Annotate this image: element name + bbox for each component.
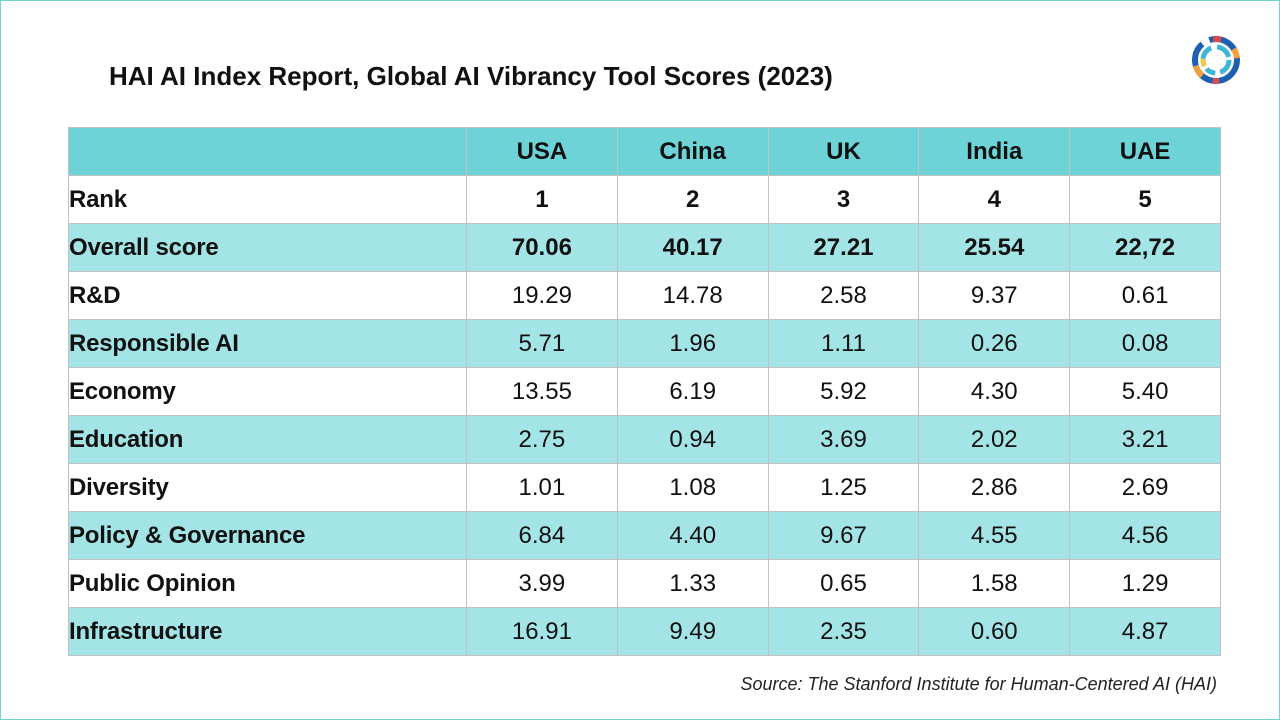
- table-cell: 5.92: [767, 367, 920, 416]
- table-cell: 13.55: [466, 367, 618, 416]
- row-label: Public Opinion: [68, 559, 467, 608]
- table-cell: 1.58: [918, 559, 1071, 608]
- column-header: China: [616, 127, 769, 176]
- table-cell: 2.86: [918, 463, 1071, 512]
- table-cell: 6.84: [466, 511, 618, 560]
- table-cell: 4.30: [918, 367, 1071, 416]
- scores-table: USA China UK India UAE Rank 1 2 3 4 5 Ov…: [68, 127, 1221, 656]
- table-cell: 2: [616, 175, 769, 224]
- row-label: Diversity: [68, 463, 467, 512]
- table-cell: 1.33: [616, 559, 769, 608]
- table-cell: 0.94: [616, 415, 769, 464]
- table-row: Rank 1 2 3 4 5: [68, 175, 1221, 224]
- table-cell: 4: [918, 175, 1071, 224]
- table-row: Education 2.75 0.94 3.69 2.02 3.21: [68, 415, 1221, 464]
- row-label: Rank: [68, 175, 467, 224]
- table-cell: 0.26: [918, 319, 1071, 368]
- table-cell: 1.96: [616, 319, 769, 368]
- column-header: UK: [767, 127, 920, 176]
- table-row: Public Opinion 3.99 1.33 0.65 1.58 1.29: [68, 559, 1221, 608]
- row-label: Infrastructure: [68, 607, 467, 656]
- table-cell: 2.35: [767, 607, 920, 656]
- table-cell: 1: [466, 175, 618, 224]
- table-cell: 9.49: [616, 607, 769, 656]
- table-row: Responsible AI 5.71 1.96 1.11 0.26 0.08: [68, 319, 1221, 368]
- table-cell: 0.61: [1069, 271, 1221, 320]
- table-header-row: USA China UK India UAE: [68, 127, 1221, 176]
- table-row: Policy & Governance 6.84 4.40 9.67 4.55 …: [68, 511, 1221, 560]
- page-title: HAI AI Index Report, Global AI Vibrancy …: [109, 61, 833, 91]
- table-cell: 2.75: [466, 415, 618, 464]
- table-cell: 0.60: [918, 607, 1071, 656]
- table-corner-cell: [68, 127, 467, 176]
- table-cell: 9.37: [918, 271, 1071, 320]
- table-cell: 3.69: [767, 415, 920, 464]
- table-row: Infrastructure 16.91 9.49 2.35 0.60 4.87: [68, 607, 1221, 656]
- table-cell: 19.29: [466, 271, 618, 320]
- table-cell: 2.58: [767, 271, 920, 320]
- table-cell: 16.91: [466, 607, 618, 656]
- row-label: Responsible AI: [68, 319, 467, 368]
- table-row: Overall score 70.06 40.17 27.21 25.54 22…: [68, 223, 1221, 272]
- table-row: Diversity 1.01 1.08 1.25 2.86 2.69: [68, 463, 1221, 512]
- table-cell: 3.99: [466, 559, 618, 608]
- table-cell: 40.17: [616, 223, 769, 272]
- source-note: Source: The Stanford Institute for Human…: [740, 674, 1217, 694]
- table-cell: 70.06: [466, 223, 618, 272]
- row-label: Education: [68, 415, 467, 464]
- table-cell: 0.65: [767, 559, 920, 608]
- table-cell: 22,72: [1069, 223, 1221, 272]
- table-cell: 14.78: [616, 271, 769, 320]
- table-cell: 1.11: [767, 319, 920, 368]
- column-header: USA: [466, 127, 618, 176]
- table-cell: 4.55: [918, 511, 1071, 560]
- row-label: Overall score: [68, 223, 467, 272]
- table-cell: 2.02: [918, 415, 1071, 464]
- table-cell: 5.71: [466, 319, 618, 368]
- table-cell: 9.67: [767, 511, 920, 560]
- row-label: R&D: [68, 271, 467, 320]
- row-label: Policy & Governance: [68, 511, 467, 560]
- table-cell: 1.01: [466, 463, 618, 512]
- table-cell: 4.87: [1069, 607, 1221, 656]
- table-cell: 2.69: [1069, 463, 1221, 512]
- table-cell: 4.40: [616, 511, 769, 560]
- column-header: India: [918, 127, 1071, 176]
- table-cell: 6.19: [616, 367, 769, 416]
- table-cell: 1.29: [1069, 559, 1221, 608]
- table-cell: 5.40: [1069, 367, 1221, 416]
- table-cell: 4.56: [1069, 511, 1221, 560]
- table-cell: 0.08: [1069, 319, 1221, 368]
- table-cell: 3.21: [1069, 415, 1221, 464]
- table-cell: 3: [767, 175, 920, 224]
- table-cell: 1.08: [616, 463, 769, 512]
- column-header: UAE: [1069, 127, 1221, 176]
- row-label: Economy: [68, 367, 467, 416]
- table-cell: 27.21: [767, 223, 920, 272]
- table-cell: 25.54: [918, 223, 1071, 272]
- table-row: R&D 19.29 14.78 2.58 9.37 0.61: [68, 271, 1221, 320]
- circular-spectrum-logo-icon: [1192, 36, 1240, 84]
- table-cell: 1.25: [767, 463, 920, 512]
- table-cell: 5: [1069, 175, 1221, 224]
- table-row: Economy 13.55 6.19 5.92 4.30 5.40: [68, 367, 1221, 416]
